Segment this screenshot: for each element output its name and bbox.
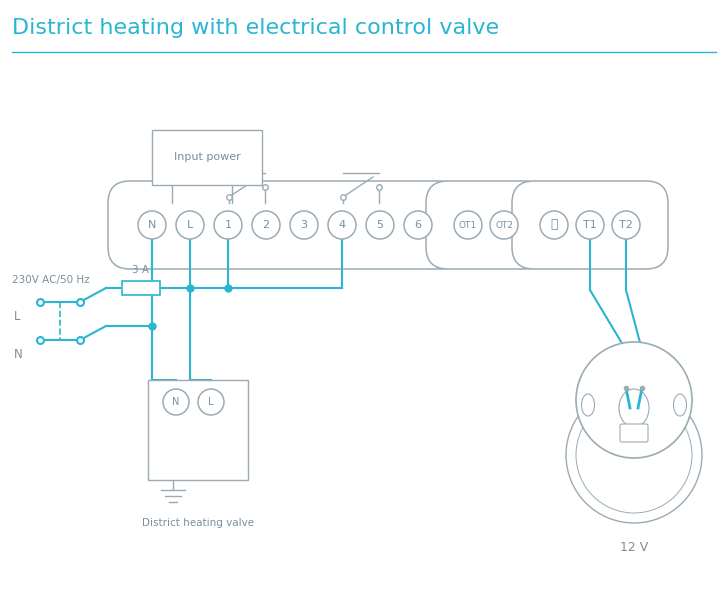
Bar: [152, 130, 262, 185]
Text: District heating valve: District heating valve: [142, 518, 254, 528]
Text: 5: 5: [376, 220, 384, 230]
Text: OT1: OT1: [459, 220, 477, 229]
Circle shape: [214, 211, 242, 239]
Text: 12 V: 12 V: [620, 541, 648, 554]
Text: T1: T1: [583, 220, 597, 230]
Text: nest: nest: [625, 435, 643, 444]
Circle shape: [138, 211, 166, 239]
Text: 2: 2: [262, 220, 269, 230]
Circle shape: [612, 211, 640, 239]
FancyBboxPatch shape: [512, 181, 668, 269]
Ellipse shape: [582, 394, 595, 416]
Text: 6: 6: [414, 220, 422, 230]
Circle shape: [198, 389, 224, 415]
Text: L: L: [187, 220, 193, 230]
Circle shape: [576, 397, 692, 513]
Text: N: N: [173, 397, 180, 407]
FancyBboxPatch shape: [620, 424, 648, 442]
Circle shape: [163, 389, 189, 415]
Bar: [148, 380, 248, 480]
Circle shape: [328, 211, 356, 239]
Text: 230V AC/50 Hz: 230V AC/50 Hz: [12, 275, 90, 285]
Circle shape: [252, 211, 280, 239]
Circle shape: [566, 387, 702, 523]
Text: L: L: [208, 397, 214, 407]
Text: District heating with electrical control valve: District heating with electrical control…: [12, 18, 499, 38]
FancyBboxPatch shape: [426, 181, 546, 269]
Circle shape: [454, 211, 482, 239]
Text: nest: nest: [624, 368, 644, 377]
Circle shape: [290, 211, 318, 239]
Circle shape: [404, 211, 432, 239]
Ellipse shape: [619, 389, 649, 427]
Circle shape: [490, 211, 518, 239]
Text: OT2: OT2: [495, 220, 513, 229]
Text: 4: 4: [339, 220, 346, 230]
Text: ⏚: ⏚: [550, 219, 558, 232]
Circle shape: [540, 211, 568, 239]
Text: 3 A: 3 A: [132, 265, 149, 275]
Circle shape: [366, 211, 394, 239]
Text: Input power: Input power: [173, 153, 240, 163]
Circle shape: [576, 342, 692, 458]
Circle shape: [176, 211, 204, 239]
Circle shape: [576, 211, 604, 239]
Bar: [122, 281, 160, 295]
Text: N: N: [14, 347, 23, 361]
Text: T2: T2: [619, 220, 633, 230]
Text: 1: 1: [224, 220, 232, 230]
Text: 3: 3: [301, 220, 307, 230]
Text: N: N: [148, 220, 157, 230]
FancyBboxPatch shape: [108, 181, 462, 269]
Ellipse shape: [673, 394, 687, 416]
Text: L: L: [14, 309, 20, 323]
